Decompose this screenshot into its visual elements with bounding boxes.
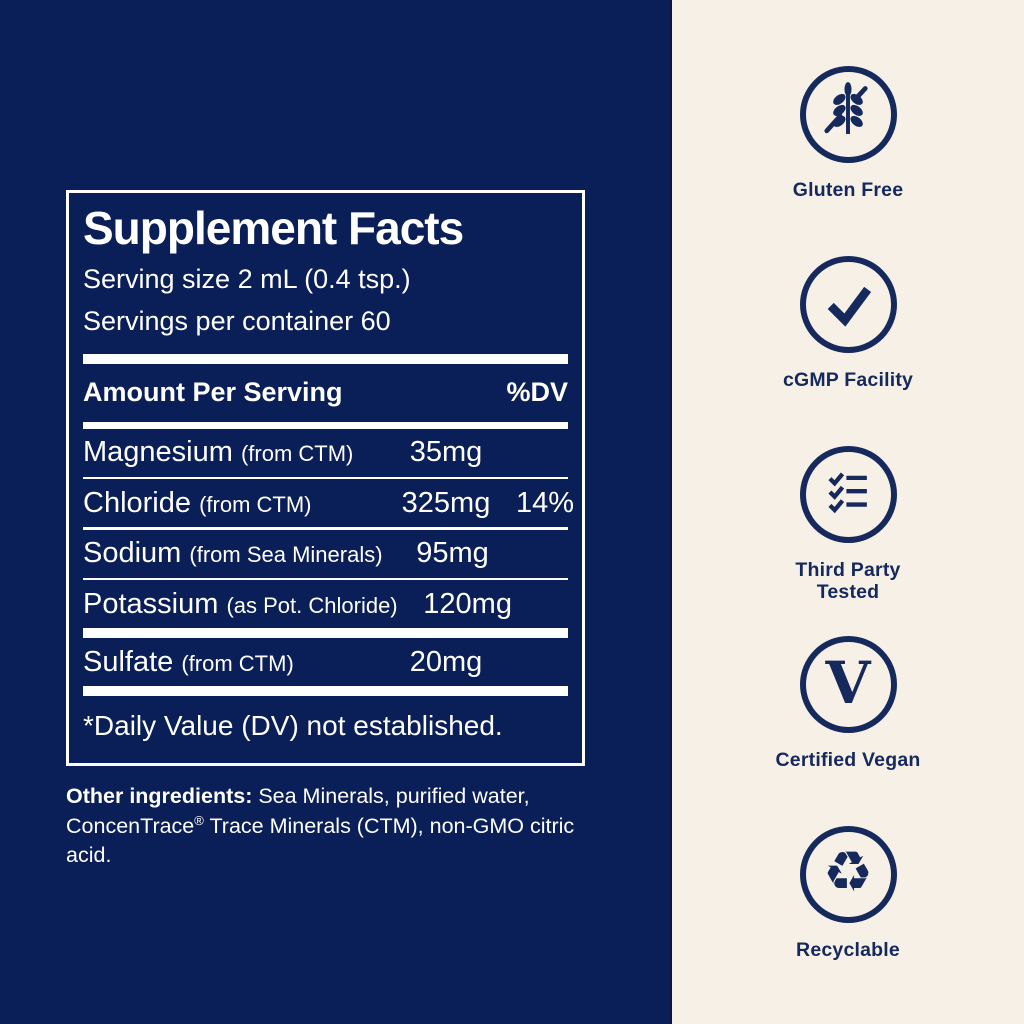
badge-label: Certified Vegan xyxy=(775,749,921,771)
badge-certified-vegan: V Certified Vegan xyxy=(748,636,948,826)
divider-thick xyxy=(83,686,568,697)
other-ingredients-text-2: Trace Minerals (CTM), non-GMO citric aci… xyxy=(66,813,575,868)
header-percent-dv: %DV xyxy=(506,377,568,408)
nutrient-note: (from CTM) xyxy=(199,491,312,517)
badge-third-party-tested: Third Party Tested xyxy=(748,446,948,636)
nutrient-amount: 325mg xyxy=(401,486,491,519)
supplement-facts-box: Supplement Facts Serving size 2 mL (0.4 … xyxy=(66,190,585,766)
gluten-free-icon xyxy=(815,79,881,150)
nutrient-note: (from CTM) xyxy=(240,441,354,467)
badge-gluten-free: Gluten Free xyxy=(748,66,948,256)
supplement-facts-panel: Supplement Facts Serving size 2 mL (0.4 … xyxy=(66,0,672,1024)
divider-medium xyxy=(83,421,568,429)
nutrient-name: Sulfate xyxy=(83,645,174,678)
nutrient-amount: 35mg xyxy=(409,436,483,469)
serving-info: Serving size 2 mL (0.4 tsp.) Servings pe… xyxy=(83,258,568,342)
badge-recyclable: ♻ Recyclable xyxy=(748,826,948,1016)
other-ingredients-text-1: Sea Minerals, purified water, ConcenTrac… xyxy=(66,784,530,838)
divider-thick xyxy=(83,353,568,364)
facts-header-row: Amount Per Serving %DV xyxy=(83,364,568,422)
nutrient-name: Sodium xyxy=(83,537,182,570)
other-ingredients-label: Other ingredients: xyxy=(66,784,253,808)
nutrient-note: (from CTM) xyxy=(181,650,294,676)
checkmark-icon xyxy=(815,269,881,340)
daily-value-footnote: *Daily Value (DV) not established. xyxy=(83,710,503,742)
header-amount-per-serving: Amount Per Serving xyxy=(83,377,343,408)
nutrient-note: (from Sea Minerals) xyxy=(189,542,383,568)
divider-thick xyxy=(83,628,568,639)
nutrient-dv: 14% xyxy=(516,486,575,519)
nutrient-row-sulfate: Sulfate (from CTM) 20mg xyxy=(83,638,568,686)
nutrient-note: (as Pot. Chloride) xyxy=(226,592,398,618)
registered-trademark-mark: ® xyxy=(194,812,204,828)
badge-label: Gluten Free xyxy=(792,179,904,201)
badge-label: Third Party Tested xyxy=(795,559,901,604)
row-separator xyxy=(83,476,568,480)
facts-title: Supplement Facts xyxy=(83,202,464,254)
badge-label: cGMP Facility xyxy=(782,369,914,391)
serving-size: Serving size 2 mL (0.4 tsp.) xyxy=(83,263,411,294)
vegan-v-icon: V xyxy=(825,648,871,717)
checklist-icon xyxy=(815,459,881,530)
other-ingredients: Other ingredients: Sea Minerals, purifie… xyxy=(66,782,614,871)
recycle-icon: ♻ xyxy=(822,840,874,905)
badge-cgmp-facility: cGMP Facility xyxy=(748,256,948,446)
nutrient-row-potassium: Potassium (as Pot. Chloride) 120mg xyxy=(83,580,568,628)
nutrient-amount: 120mg xyxy=(423,587,512,620)
nutrient-row-sodium: Sodium (from Sea Minerals) 95mg xyxy=(83,530,568,578)
badge-label: Recyclable xyxy=(796,939,900,961)
row-separator xyxy=(83,577,568,581)
nutrient-amount: 20mg xyxy=(409,645,483,678)
nutrient-name: Magnesium xyxy=(83,436,233,469)
row-separator xyxy=(83,527,568,530)
nutrient-row-chloride: Chloride (from CTM) 325mg 14% xyxy=(83,479,575,527)
nutrient-row-magnesium: Magnesium (from CTM) 35mg xyxy=(83,429,568,477)
nutrient-amount: 95mg xyxy=(416,537,489,570)
nutrient-name: Chloride xyxy=(83,486,191,519)
servings-per-container: Servings per container 60 xyxy=(83,305,391,336)
certification-badges-panel: Gluten Free cGMP Facility xyxy=(672,0,1024,1024)
nutrient-name: Potassium xyxy=(83,587,219,620)
